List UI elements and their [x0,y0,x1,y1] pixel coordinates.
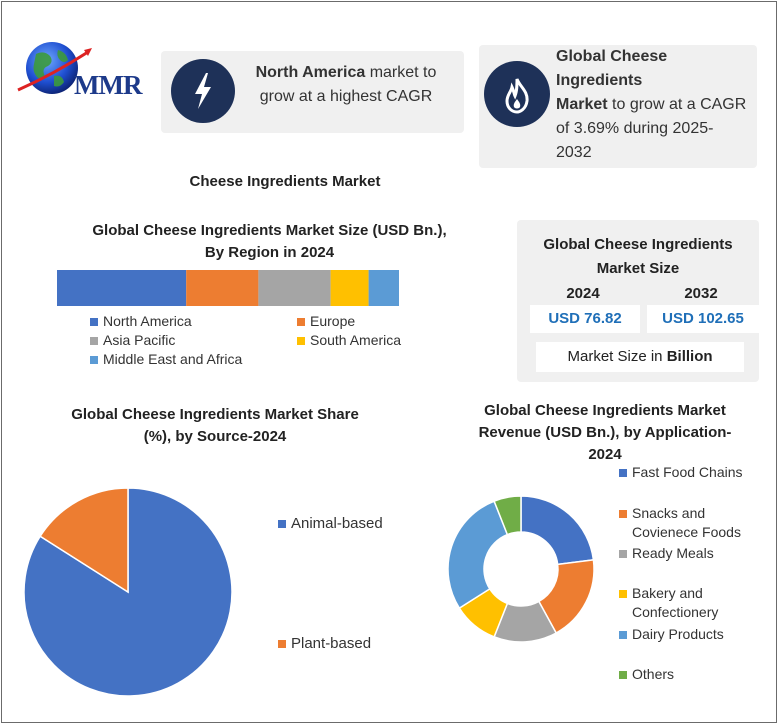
legend-label: Asia Pacific [103,332,176,348]
application-donut-slice-dairy-products [447,500,509,610]
source-chart-title-line2: (%), by Source-2024 [143,428,287,445]
market-size-note-bold: Billion [666,348,713,365]
source-pie-slice-animal-based [23,487,233,697]
legend-swatch [619,469,627,477]
market-size-note-box: Market Size in Billion [536,342,744,372]
market-size-title-line1: Global Cheese Ingredients [543,236,733,253]
source-pie-slice-plant-based [39,487,129,594]
application-donut-slice-others [493,495,522,536]
legend-swatch [90,337,98,345]
card-right-line3: of 3.69% during 2025- [556,120,714,137]
region-chart-title-line2: By Region in 2024 [204,244,335,261]
north-america-card-text: North America market to grow at a highes… [246,61,446,109]
application-donut-slice-fast-food-chains [520,495,595,566]
region-bar-segment-south-america [330,270,369,306]
legend-swatch [619,510,627,518]
legend-swatch [619,550,627,558]
mmr-globe-logo-icon [17,42,92,94]
page-title: Cheese Ingredients Market [189,173,381,190]
card-right-bold-line2: Market [556,96,608,113]
lightning-bolt-icon [171,59,235,123]
legend-label: Fast Food Chains [632,464,743,480]
legend-label: North America [103,313,192,329]
region-bar-segment-middle-east-and-africa [368,270,399,306]
source-chart-title-line1: Global Cheese Ingredients Market Share [71,406,359,423]
region-bar-segment-north-america [57,270,187,306]
legend-label: Others [632,666,675,682]
source-pie-chart [23,487,233,697]
region-legend-item-middle-east-and-africa: Middle East and Africa [90,350,242,369]
legend-swatch [619,590,627,598]
region-legend-item-south-america: South America [297,331,401,350]
source-chart-title: Global Cheese Ingredients Market Share (… [50,404,380,448]
application-legend-item-others: Others [619,665,674,684]
region-bar-segment-europe [186,270,259,306]
market-size-title-line2: Market Size [596,260,680,277]
legend-swatch [297,318,305,326]
application-chart-title: Global Cheese Ingredients Market Revenue… [460,400,750,466]
card-right-bold-line1: Global Cheese Ingredients [556,48,668,89]
card-left-line1: market to [365,64,437,81]
legend-label: South America [310,332,402,348]
market-size-note-prefix: Market Size in [567,348,667,365]
card-left-line2: grow at a highest CAGR [259,88,433,105]
source-legend-item-plant-based: Plant-based [278,634,371,653]
legend-swatch [619,631,627,639]
value-2032-box: USD 102.65 [647,305,759,333]
market-size-title: Global Cheese Ingredients Market Size [522,233,754,281]
legend-label: Ready Meals [632,545,714,561]
region-legend-item-asia-pacific: Asia Pacific [90,331,175,350]
cagr-card-text: Global Cheese Ingredients Market to grow… [556,45,756,165]
legend-label: Europe [310,313,356,329]
legend-label: Bakery and Confectionery [632,585,719,620]
application-legend-item-fast-food-chains: Fast Food Chains [619,463,743,482]
legend-swatch [278,640,286,648]
application-legend-item-bakery-and-confectionery: Bakery and Confectionery [619,584,718,622]
card-right-line2: to grow at a CAGR [607,96,747,113]
legend-swatch [619,671,627,679]
year-2032-label: 2032 [684,285,718,302]
application-legend-item-dairy-products: Dairy Products [619,625,724,644]
value-2032: USD 102.65 [662,310,744,327]
region-chart-title: Global Cheese Ingredients Market Size (U… [62,220,477,264]
region-legend-item-europe: Europe [297,312,355,331]
legend-swatch [90,356,98,364]
legend-swatch [297,337,305,345]
legend-label: Dairy Products [632,626,724,642]
flame-icon [484,61,550,127]
year-2024-label: 2024 [566,285,600,302]
legend-swatch [278,520,286,528]
application-legend-item-snacks-and-covienece-foods: Snacks and Covienece Foods [619,504,741,542]
value-2024: USD 76.82 [548,310,622,327]
card-right-line4: 2032 [556,144,592,161]
north-america-bold: North America [255,64,366,81]
region-chart-title-line1: Global Cheese Ingredients Market Size (U… [92,222,447,239]
application-chart-title-line1: Global Cheese Ingredients Market [484,402,726,419]
region-stacked-bar [57,270,399,306]
application-legend-item-ready-meals: Ready Meals [619,544,714,563]
value-2024-box: USD 76.82 [530,305,640,333]
logo-text: MMR [74,70,142,100]
region-legend-item-north-america: North America [90,312,192,331]
application-chart-title-line2: Revenue (USD Bn.), by Application- [478,424,732,441]
application-chart-title-line3: 2024 [588,446,622,463]
source-legend-item-animal-based: Animal-based [278,514,383,533]
legend-swatch [90,318,98,326]
legend-label: Middle East and Africa [103,351,243,367]
region-bar-segment-asia-pacific [258,270,331,306]
legend-label: Snacks and Covienece Foods [632,505,741,540]
legend-label: Animal-based [291,515,383,532]
legend-label: Plant-based [291,635,372,652]
application-donut-chart [447,495,595,643]
